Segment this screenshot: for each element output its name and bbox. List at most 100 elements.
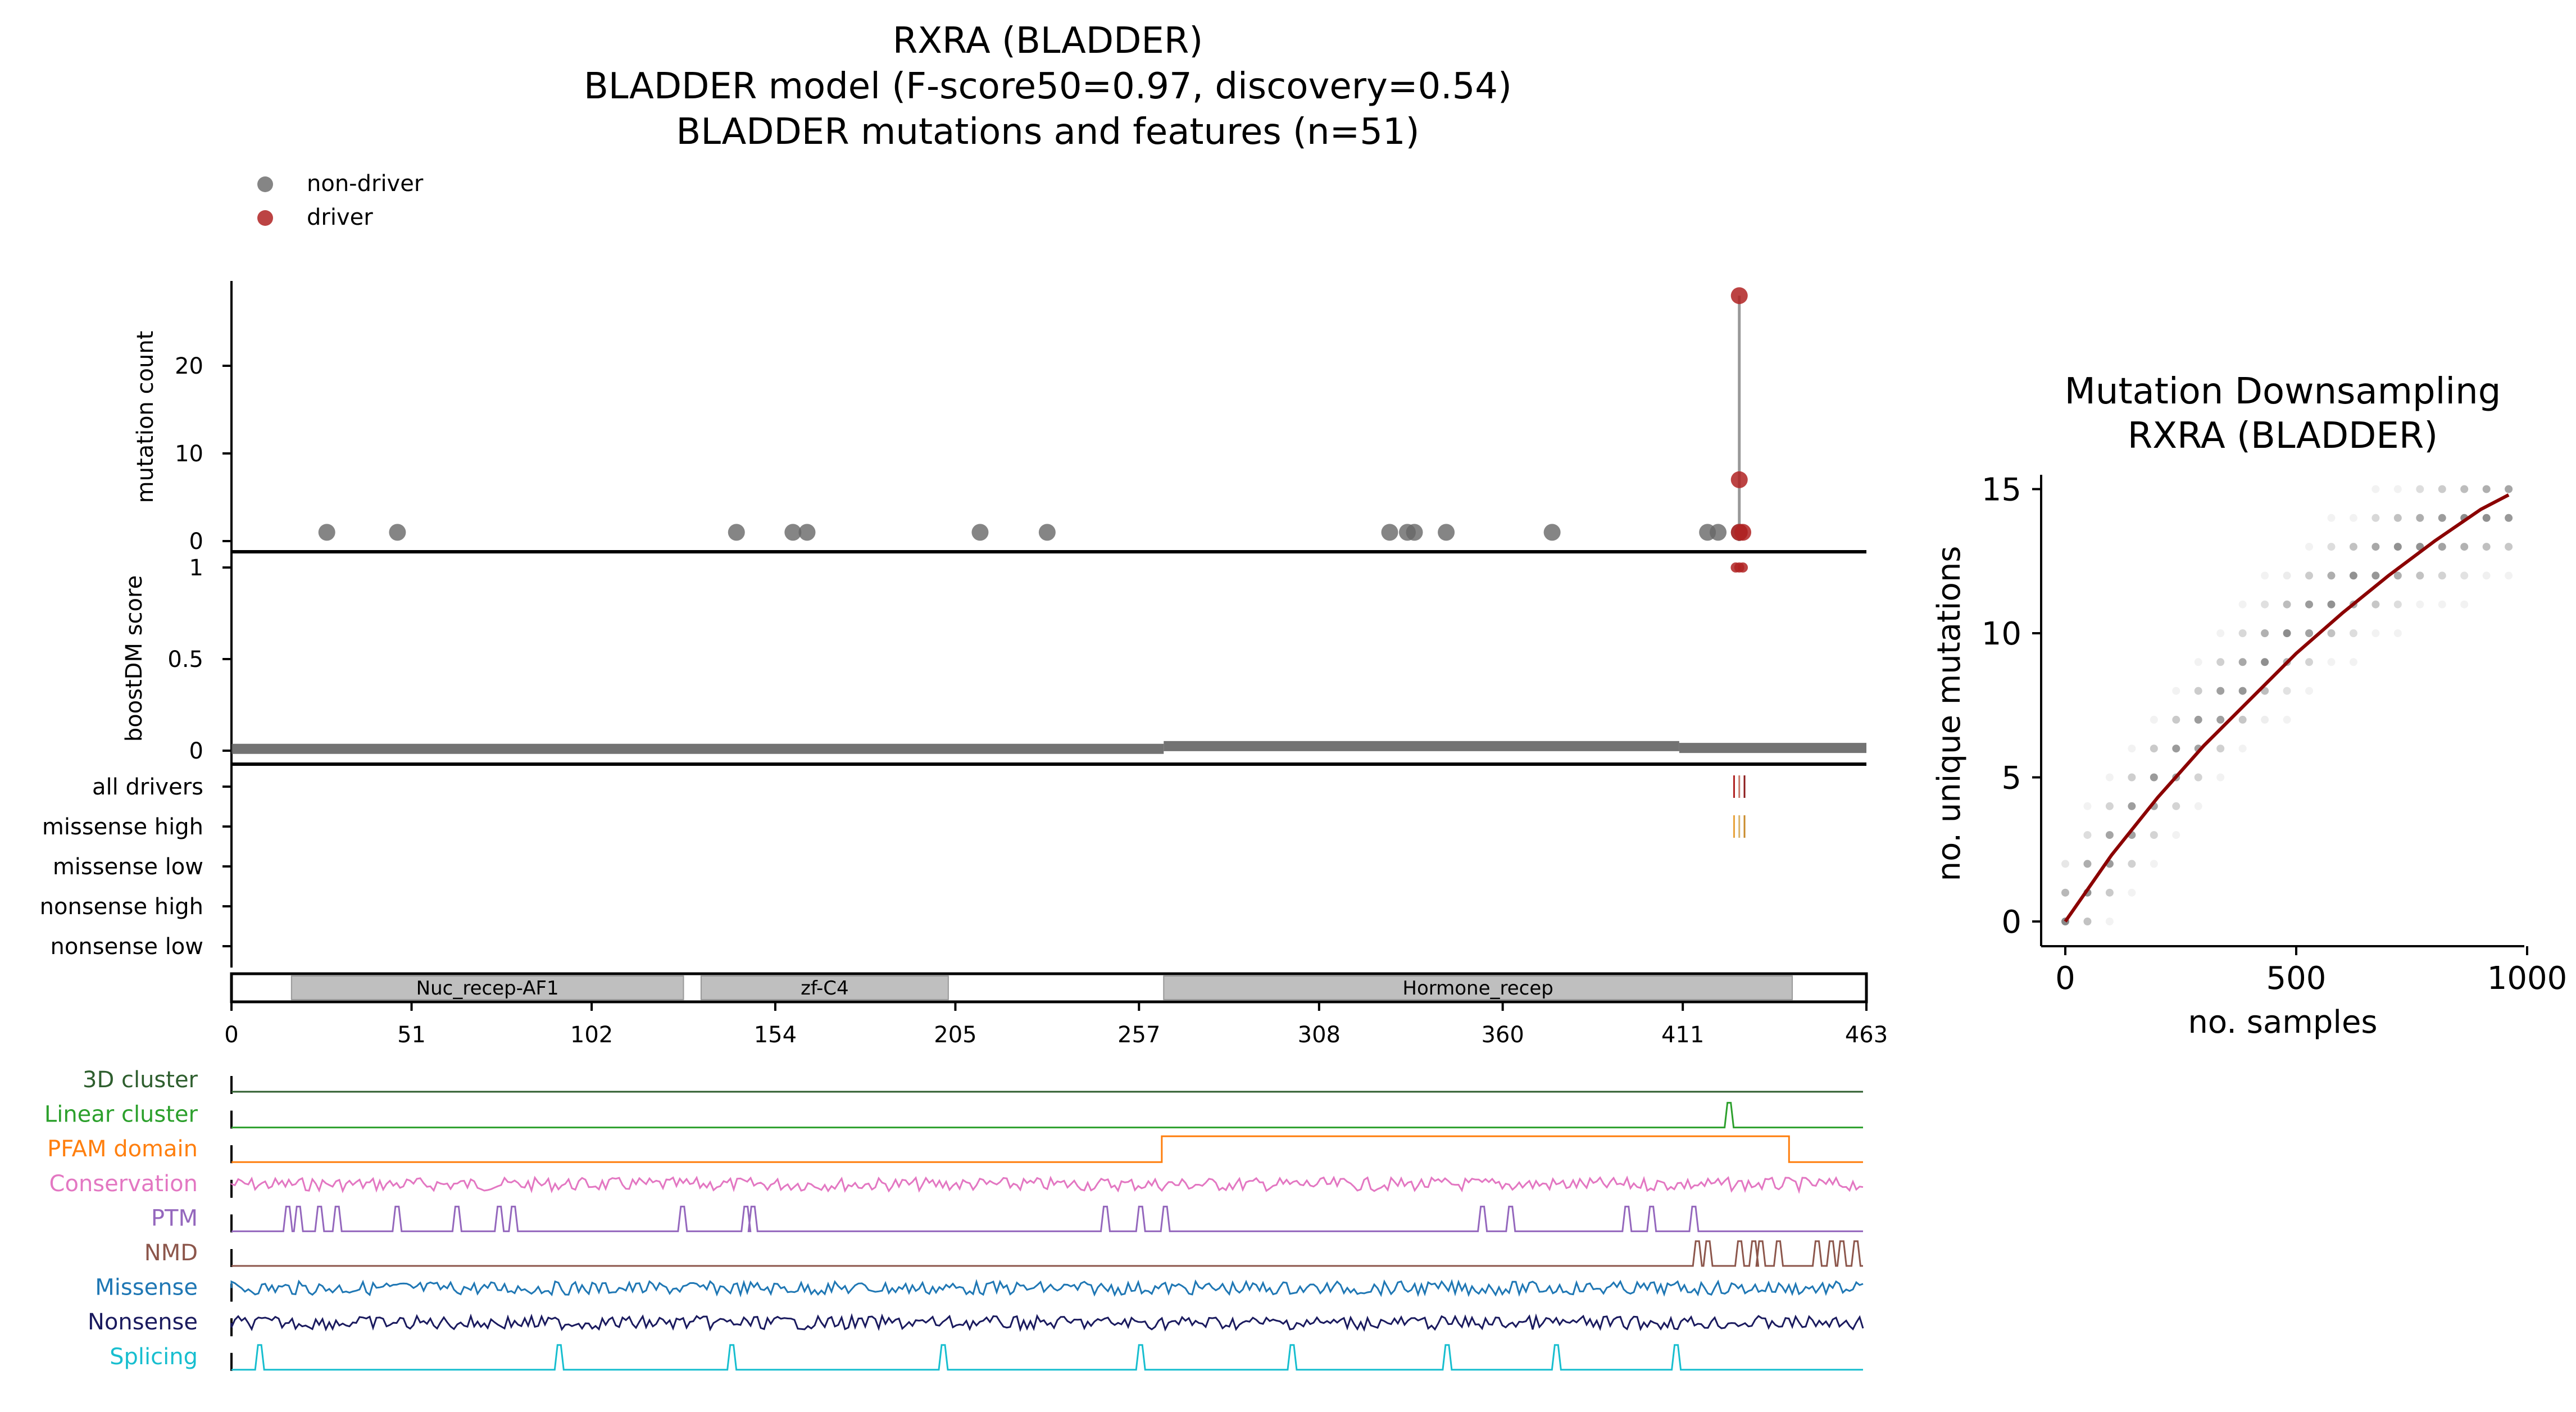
legend-marker-driver bbox=[257, 210, 273, 226]
downsampling-point bbox=[2505, 514, 2513, 522]
mutation-count-ticks: 0 10 20 bbox=[175, 353, 231, 555]
downsampling-point bbox=[2238, 600, 2247, 609]
driver-point bbox=[1730, 287, 1748, 305]
downsampling-point bbox=[2416, 600, 2424, 609]
downsampling-point bbox=[2172, 802, 2180, 810]
downsampling-point bbox=[2261, 658, 2269, 666]
downsampling-points bbox=[2061, 485, 2513, 925]
mutation-count-tick-label: 10 bbox=[175, 441, 203, 467]
downsampling-point bbox=[2261, 715, 2269, 724]
nondriver-point bbox=[318, 524, 335, 541]
downsampling-point bbox=[2238, 744, 2247, 753]
downsampling-point bbox=[2061, 860, 2069, 868]
figure-title: RXRA (BLADDER) BLADDER model (F-score50=… bbox=[584, 20, 1512, 153]
downsampling-point bbox=[2172, 687, 2180, 695]
downsampling-point bbox=[2349, 543, 2357, 551]
downsampling-point bbox=[2194, 802, 2202, 810]
downsampling-point bbox=[2216, 715, 2225, 724]
feature-track-label: Conservation bbox=[49, 1171, 198, 1197]
feature-track-line bbox=[230, 1175, 1864, 1194]
driver-track-rows: all drivers missense high missense low nons… bbox=[40, 774, 231, 960]
downsampling-point bbox=[2172, 715, 2180, 724]
boostdm-tick-label: 0.5 bbox=[167, 647, 203, 673]
downsampling-ylabel: no. unique mutations bbox=[1931, 546, 1968, 882]
downsampling-point bbox=[2105, 831, 2114, 839]
feature-track-line bbox=[231, 1240, 1863, 1267]
downsampling-point bbox=[2438, 514, 2446, 522]
downsampling-y-tick-label: 15 bbox=[1982, 472, 2021, 508]
boostdm-driver-point bbox=[1738, 562, 1748, 573]
mutation-count-tick-label: 0 bbox=[189, 529, 203, 555]
title-line-3: BLADDER mutations and features (n=51) bbox=[676, 111, 1419, 153]
domain-label: Nuc_recep-AF1 bbox=[416, 977, 559, 1000]
mutation-count-marks bbox=[318, 287, 1752, 541]
driver-track-label: nonsense high bbox=[40, 894, 203, 920]
mutation-count-tick-label: 20 bbox=[175, 353, 203, 379]
downsampling-point bbox=[2349, 514, 2357, 522]
downsampling-point bbox=[2505, 485, 2513, 493]
driver-track-label: nonsense low bbox=[51, 934, 203, 960]
legend-marker-nondriver bbox=[257, 176, 273, 192]
protein-axis-tick-label: 257 bbox=[1117, 1022, 1160, 1048]
downsampling-point bbox=[2460, 571, 2469, 580]
downsampling-point bbox=[2305, 629, 2314, 637]
downsampling-point bbox=[2105, 773, 2114, 782]
downsampling-point bbox=[2371, 571, 2380, 580]
nondriver-point bbox=[784, 524, 802, 541]
downsampling-point bbox=[2482, 514, 2491, 522]
downsampling-panel: Mutation Downsampling RXRA (BLADDER) no.… bbox=[1931, 371, 2567, 1041]
boostdm-tick-label: 0 bbox=[189, 738, 203, 764]
nondriver-point bbox=[1710, 524, 1727, 541]
feature-track-label: PFAM domain bbox=[47, 1136, 198, 1162]
downsampling-point bbox=[2105, 918, 2114, 925]
feature-track-line bbox=[231, 1344, 1863, 1371]
downsampling-point bbox=[2194, 773, 2202, 782]
feature-track-label: Splicing bbox=[110, 1344, 198, 1370]
downsampling-point bbox=[2150, 715, 2158, 724]
downsampling-point bbox=[2261, 600, 2269, 609]
downsampling-point bbox=[2327, 543, 2336, 551]
downsampling-point bbox=[2261, 629, 2269, 637]
driver-track-label: missense low bbox=[53, 854, 203, 880]
downsampling-point bbox=[2482, 571, 2491, 580]
downsampling-point bbox=[2150, 860, 2158, 868]
feature-track-label: NMD bbox=[144, 1240, 198, 1266]
domain-boxes: Nuc_recep-AF1 zf-C4 Hormone_recep bbox=[290, 975, 1793, 1000]
downsampling-point bbox=[2416, 485, 2424, 493]
feature-track-label: Missense bbox=[95, 1275, 198, 1301]
downsampling-point bbox=[2216, 687, 2225, 695]
feature-track-label: PTM bbox=[151, 1205, 198, 1231]
downsampling-point bbox=[2194, 658, 2202, 666]
domain-box bbox=[700, 975, 949, 1000]
protein-axis-tick-label: 102 bbox=[570, 1022, 613, 1048]
downsampling-ticks: 0 500 1000 0 5 10 15 bbox=[1982, 472, 2568, 997]
protein-axis-tick-label: 463 bbox=[1845, 1022, 1888, 1048]
nondriver-point bbox=[728, 524, 745, 541]
downsampling-point bbox=[2305, 571, 2314, 580]
boostdm-marks bbox=[231, 562, 1866, 754]
protein-axis-ticks: 0 51 102 154 205 257 308 360 411 463 bbox=[224, 1002, 1888, 1048]
downsampling-point bbox=[2216, 773, 2225, 782]
downsampling-point bbox=[2128, 744, 2136, 753]
downsampling-point bbox=[2172, 744, 2180, 753]
downsampling-point bbox=[2327, 571, 2336, 580]
feature-track-label: Linear cluster bbox=[44, 1102, 198, 1128]
downsampling-point bbox=[2371, 600, 2380, 609]
downsampling-point bbox=[2216, 658, 2225, 666]
title-line-1: RXRA (BLADDER) bbox=[893, 20, 1203, 62]
domain-label: zf-C4 bbox=[801, 977, 849, 1000]
downsampling-point bbox=[2172, 831, 2180, 839]
boostdm-ylabel: boostDM score bbox=[121, 575, 147, 742]
downsampling-point bbox=[2438, 571, 2446, 580]
downsampling-point bbox=[2128, 773, 2136, 782]
legend-label-nondriver: non-driver bbox=[307, 171, 424, 197]
boostdm-tick-label: 1 bbox=[189, 555, 203, 581]
downsampling-point bbox=[2305, 600, 2314, 609]
downsampling-point bbox=[2283, 687, 2291, 695]
downsampling-point bbox=[2393, 543, 2402, 551]
downsampling-point bbox=[2393, 571, 2402, 580]
downsampling-point bbox=[2371, 629, 2380, 637]
downsampling-point bbox=[2283, 600, 2291, 609]
mutation-count-ylabel: mutation count bbox=[133, 331, 158, 503]
